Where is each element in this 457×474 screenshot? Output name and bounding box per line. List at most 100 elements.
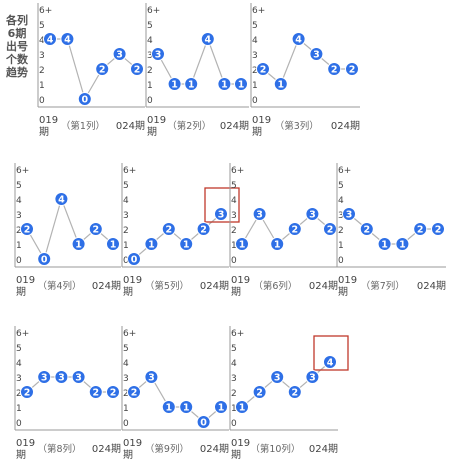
period-start-suffix: 期 bbox=[231, 449, 241, 461]
y-tick-label: 2 bbox=[231, 226, 237, 236]
period-start-suffix: 期 bbox=[16, 449, 26, 461]
data-label: 3 bbox=[116, 50, 123, 61]
data-label: 2 bbox=[435, 225, 442, 236]
data-label: 1 bbox=[75, 240, 82, 251]
data-label: 2 bbox=[24, 388, 31, 399]
y-tick-label: 0 bbox=[123, 256, 129, 266]
data-point bbox=[88, 385, 103, 399]
y-tick-label: 2 bbox=[16, 226, 22, 236]
y-tick-label: 2 bbox=[338, 226, 344, 236]
data-label: 2 bbox=[363, 225, 370, 236]
y-tick-label: 2 bbox=[123, 389, 129, 399]
chart-caption: （第4列） bbox=[37, 280, 81, 292]
data-point bbox=[345, 62, 359, 76]
y-tick-label: 0 bbox=[252, 96, 258, 106]
y-tick-label: 3 bbox=[231, 211, 237, 221]
data-point bbox=[214, 400, 228, 414]
y-tick-label: 1 bbox=[123, 404, 129, 414]
data-point bbox=[112, 47, 127, 61]
data-point bbox=[235, 237, 249, 251]
data-label: 2 bbox=[110, 388, 117, 399]
data-point bbox=[71, 370, 86, 384]
data-label: 1 bbox=[171, 80, 178, 91]
data-point bbox=[287, 222, 302, 236]
data-label: 1 bbox=[188, 80, 195, 91]
data-point bbox=[106, 237, 120, 251]
data-label: 1 bbox=[165, 403, 172, 414]
y-tick-label: 3 bbox=[231, 374, 237, 384]
data-label: 2 bbox=[92, 225, 99, 236]
data-label: 4 bbox=[47, 35, 54, 46]
data-point bbox=[144, 370, 159, 384]
y-tick-label: 4 bbox=[123, 196, 129, 206]
y-tick-label: 0 bbox=[16, 419, 22, 429]
period-start-label: 019 bbox=[338, 275, 357, 286]
data-point bbox=[95, 62, 110, 76]
y-tick-label: 3 bbox=[16, 211, 22, 221]
y-tick-label: 4 bbox=[16, 359, 22, 369]
data-label: 2 bbox=[256, 388, 263, 399]
period-start-suffix: 期 bbox=[39, 126, 49, 138]
data-label: 4 bbox=[58, 195, 65, 206]
period-end-label: 024期 bbox=[220, 120, 249, 132]
period-end-label: 024期 bbox=[116, 120, 145, 132]
y-tick-label: 3 bbox=[39, 51, 45, 61]
y-tick-label: 3 bbox=[147, 51, 153, 61]
y-tick-label: 0 bbox=[231, 419, 237, 429]
data-point bbox=[217, 77, 232, 91]
data-point bbox=[200, 32, 215, 46]
y-tick-label: 6+ bbox=[123, 166, 136, 176]
data-label: 4 bbox=[64, 35, 71, 46]
series-line bbox=[133, 376, 222, 423]
data-point bbox=[127, 385, 141, 399]
chart-caption: （第6列） bbox=[253, 280, 297, 292]
data-point bbox=[167, 77, 182, 91]
y-tick-label: 1 bbox=[16, 241, 22, 251]
data-point bbox=[234, 77, 248, 91]
data-point bbox=[305, 207, 320, 221]
data-label: 3 bbox=[313, 50, 320, 61]
y-tick-label: 0 bbox=[231, 256, 237, 266]
period-end-label: 024期 bbox=[331, 120, 360, 132]
y-tick-label: 5 bbox=[147, 21, 153, 31]
y-tick-label: 6+ bbox=[252, 6, 265, 16]
data-point bbox=[342, 207, 356, 221]
side-title: 各列6期出号个数趋势 bbox=[6, 14, 28, 79]
data-label: 3 bbox=[274, 373, 281, 384]
data-label: 1 bbox=[183, 403, 190, 414]
series-line bbox=[50, 38, 138, 101]
chart-caption: （第2列） bbox=[167, 120, 211, 132]
data-point bbox=[252, 385, 267, 399]
data-label: 2 bbox=[331, 65, 338, 76]
chart-caption: （第1列） bbox=[61, 120, 105, 132]
data-label: 2 bbox=[24, 225, 31, 236]
y-tick-label: 1 bbox=[231, 404, 237, 414]
data-point bbox=[305, 370, 320, 384]
data-label: 1 bbox=[274, 240, 281, 251]
y-tick-label: 1 bbox=[147, 81, 153, 91]
y-tick-label: 2 bbox=[39, 66, 45, 76]
data-label: 2 bbox=[291, 225, 298, 236]
y-tick-label: 6+ bbox=[16, 329, 29, 339]
period-end-label: 024期 bbox=[92, 443, 121, 455]
data-label: 1 bbox=[183, 240, 190, 251]
data-point bbox=[37, 252, 52, 266]
data-label: 3 bbox=[75, 373, 82, 384]
y-tick-label: 1 bbox=[123, 241, 129, 251]
y-tick-label: 3 bbox=[123, 211, 129, 221]
data-point bbox=[431, 222, 445, 236]
y-tick-label: 6+ bbox=[39, 6, 52, 16]
data-label: 2 bbox=[99, 65, 106, 76]
data-label: 3 bbox=[218, 210, 225, 221]
y-tick-label: 5 bbox=[123, 344, 129, 354]
data-label: 1 bbox=[399, 240, 406, 251]
series-line bbox=[241, 361, 331, 408]
period-end-label: 024期 bbox=[417, 280, 446, 292]
y-tick-label: 6+ bbox=[338, 166, 351, 176]
